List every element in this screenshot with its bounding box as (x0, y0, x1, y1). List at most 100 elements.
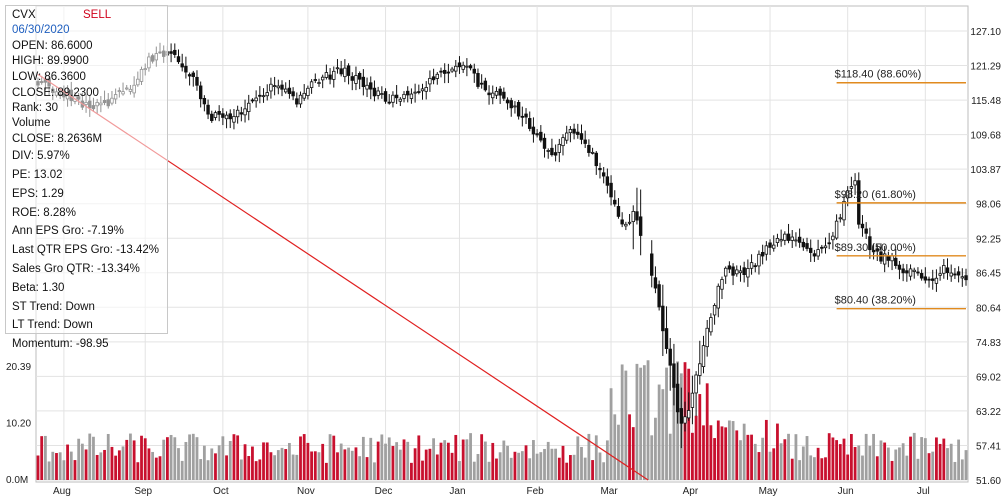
candle-body (491, 92, 495, 99)
candle-body (332, 70, 336, 80)
volume-bar (439, 442, 443, 480)
volume-bar (472, 461, 476, 480)
candle-body (927, 278, 931, 281)
candle-body (809, 247, 813, 253)
volume-bar (210, 448, 214, 480)
volume-bar (609, 388, 613, 480)
candle-body (723, 267, 728, 277)
candle-body (435, 73, 439, 79)
candle-body (879, 251, 883, 262)
candle-body (254, 97, 258, 102)
candle-body (690, 392, 695, 408)
volume-bar (842, 438, 846, 480)
date-label: 06/30/2020 (12, 24, 70, 36)
volume-bar (938, 443, 942, 480)
volume-bar (480, 434, 484, 480)
candle-body (224, 114, 229, 120)
candle-body (520, 115, 525, 118)
volume-bar (517, 452, 521, 480)
volume-bar (727, 420, 731, 480)
volume-bar (960, 459, 964, 480)
volume-bar (602, 462, 606, 480)
candle-body (831, 235, 835, 241)
candle-body (516, 101, 521, 117)
volume-bar (824, 457, 827, 480)
volume-bar (443, 440, 447, 480)
candle-body (550, 147, 554, 156)
volume-bar (58, 452, 62, 480)
volume-bar (849, 434, 853, 480)
volume-bar (594, 435, 598, 480)
fib-level-label: $98.20 (61.80%) (835, 189, 916, 201)
candle-body (243, 108, 247, 116)
volume-bar (269, 452, 273, 480)
volume-bar (295, 454, 299, 480)
month-label: Sep (134, 486, 152, 497)
candle-body (313, 79, 317, 81)
volume-tick-label: 10.20 (6, 418, 31, 429)
candle-body (738, 270, 743, 274)
price-tick-label: 57.41 (976, 441, 1001, 452)
candle-body (468, 65, 473, 69)
volume-bar (568, 455, 572, 480)
candle-body (631, 211, 635, 223)
volume-bar (387, 437, 391, 480)
candle-body (609, 182, 613, 198)
candle-body (276, 85, 281, 89)
volume-bar (214, 453, 217, 480)
candle-body (601, 172, 606, 177)
volume-bar (583, 457, 587, 480)
candle-body (439, 70, 443, 73)
candle-body (187, 74, 192, 77)
volume-bar (620, 364, 624, 480)
candle-body (576, 131, 580, 135)
candle-body (247, 102, 251, 112)
candle-body (494, 90, 499, 96)
price-tick-label: 51.60 (976, 476, 1001, 487)
volume-bar (446, 442, 450, 480)
volume-bar (69, 451, 73, 480)
candle-body (369, 82, 373, 90)
volume-tick-label: 20.39 (6, 362, 31, 373)
volume-bar (739, 440, 742, 480)
volume-bar (875, 456, 879, 480)
volume-bar (313, 451, 317, 480)
volume-bar (794, 434, 798, 480)
volume-bar (861, 455, 864, 480)
candle-body (450, 68, 454, 72)
candle-body (513, 105, 517, 108)
candle-body (280, 84, 284, 90)
volume-bar (576, 436, 580, 480)
candle-body (361, 76, 366, 88)
candle-body (568, 129, 573, 134)
candle-body (942, 265, 946, 274)
candle-body (868, 236, 872, 251)
month-label: Oct (213, 486, 229, 497)
candle-body (842, 200, 846, 221)
candle-body (409, 93, 414, 99)
volume-bar (121, 446, 125, 480)
candle-body (198, 85, 203, 100)
candle-body (498, 88, 502, 96)
volume-bar (92, 436, 95, 480)
volume-bar (369, 437, 373, 480)
volume-bar (550, 448, 554, 480)
volume-bar (539, 452, 543, 480)
volume-bar (709, 425, 713, 480)
candle-body (923, 276, 928, 281)
volume-bar (40, 436, 44, 480)
volume-bar (835, 440, 838, 480)
candle-body (964, 275, 968, 281)
volume-bar (324, 462, 328, 480)
candle-body (546, 150, 550, 152)
volume-bar (668, 433, 672, 480)
volume-bar (487, 461, 491, 480)
candle-body (465, 65, 469, 68)
volume-bar (753, 443, 757, 480)
volume-bar (450, 452, 454, 480)
volume-bar (365, 457, 369, 480)
candle-body (343, 67, 347, 78)
volume-bar (117, 450, 121, 480)
volume-bar (347, 447, 350, 480)
volume-bar (254, 461, 258, 480)
